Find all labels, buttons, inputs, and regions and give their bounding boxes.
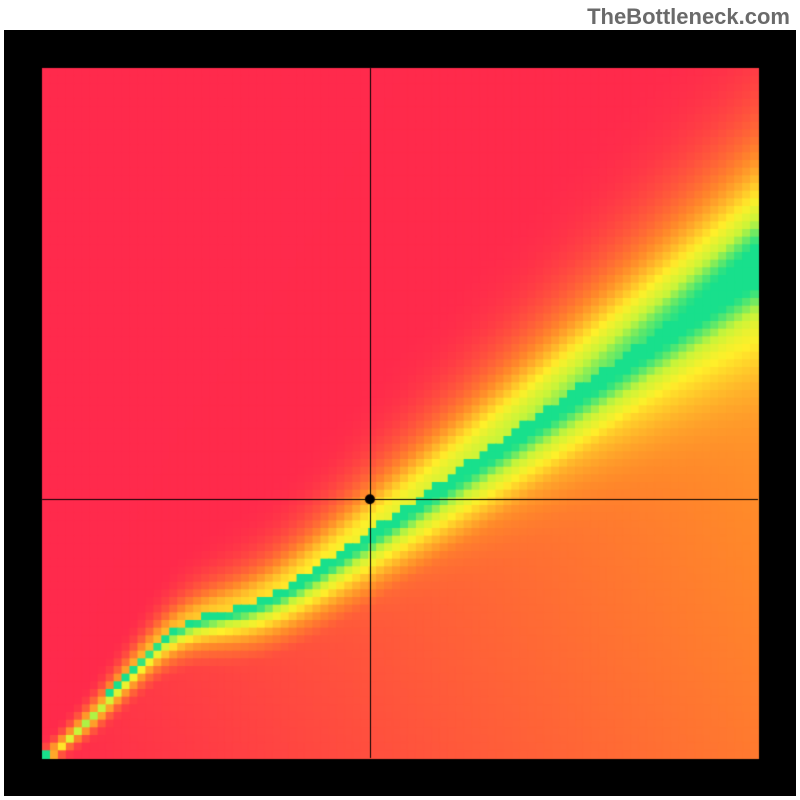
crosshair-overlay xyxy=(4,30,796,796)
chart-container: TheBottleneck.com xyxy=(0,0,800,800)
watermark-text: TheBottleneck.com xyxy=(587,4,790,30)
chart-frame xyxy=(4,30,796,796)
